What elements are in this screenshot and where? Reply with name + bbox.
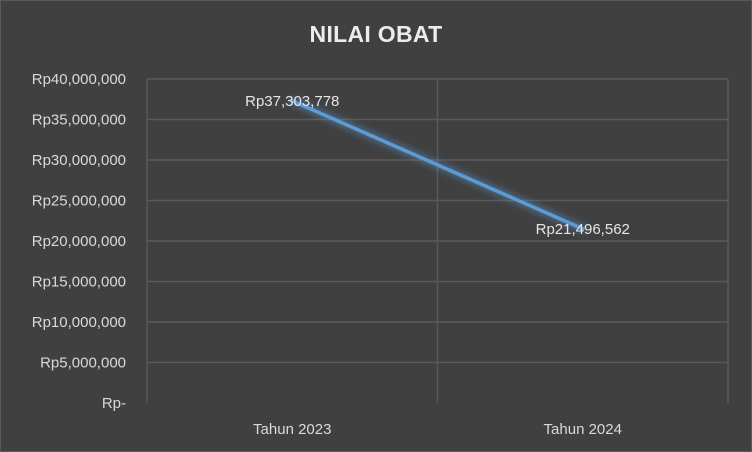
y-tick-label: Rp30,000,000: [32, 152, 126, 169]
y-tick-label: Rp10,000,000: [32, 314, 126, 331]
data-labels: Rp37,303,778 Rp21,496,562: [245, 93, 630, 238]
data-label: Rp37,303,778: [245, 93, 339, 110]
x-tick-label: Tahun 2024: [544, 421, 622, 438]
y-tick-label: Rp20,000,000: [32, 233, 126, 250]
y-tick-label: Rp15,000,000: [32, 274, 126, 291]
data-point: [290, 99, 294, 103]
series-lines: [290, 99, 585, 231]
x-axis-tick-labels: Tahun 2023 Tahun 2024: [253, 421, 622, 438]
y-tick-label: Rp25,000,000: [32, 193, 126, 210]
y-tick-label: Rp40,000,000: [32, 71, 126, 88]
chart-title: NILAI OBAT: [309, 21, 443, 47]
data-label: Rp21,496,562: [536, 221, 630, 238]
data-point: [581, 227, 585, 231]
y-tick-label: Rp5,000,000: [40, 355, 126, 372]
gridlines: [146, 78, 729, 403]
y-axis-tick-labels: Rp- Rp5,000,000 Rp10,000,000 Rp15,000,000 Rp…: [32, 71, 126, 412]
series-line: [290, 99, 585, 231]
x-tick-label: Tahun 2023: [253, 421, 331, 438]
y-tick-label: Rp-: [102, 395, 126, 412]
y-tick-label: Rp35,000,000: [32, 112, 126, 129]
